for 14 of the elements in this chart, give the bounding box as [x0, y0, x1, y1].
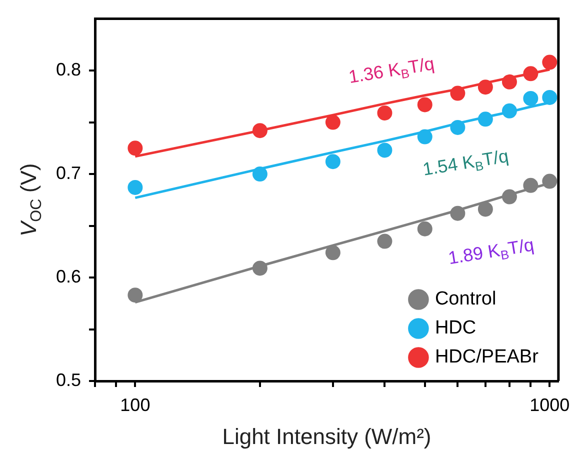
x-tick-label: 1000 [530, 394, 570, 415]
y-tick-label: 0.6 [56, 266, 82, 286]
legend-label: Control [434, 288, 496, 310]
y-axis-title: VOC (V) [16, 163, 45, 236]
y-tick-label: 0.7 [56, 162, 82, 183]
annotation: 1.54 KBT/q [421, 146, 510, 180]
annotation: 1.36 KBT/q [347, 54, 436, 88]
x-axis-title: Light Intensity (W/m²) [222, 424, 432, 449]
legend-label: HDC [434, 318, 476, 339]
legend-label: HDC/PEABr [434, 346, 540, 368]
annotation: 1.89 KBT/q [446, 234, 536, 268]
x-tick-label: 100 [120, 394, 150, 415]
y-tick-label: 0.5 [56, 370, 82, 390]
y-tick-label: 0.8 [56, 60, 82, 80]
